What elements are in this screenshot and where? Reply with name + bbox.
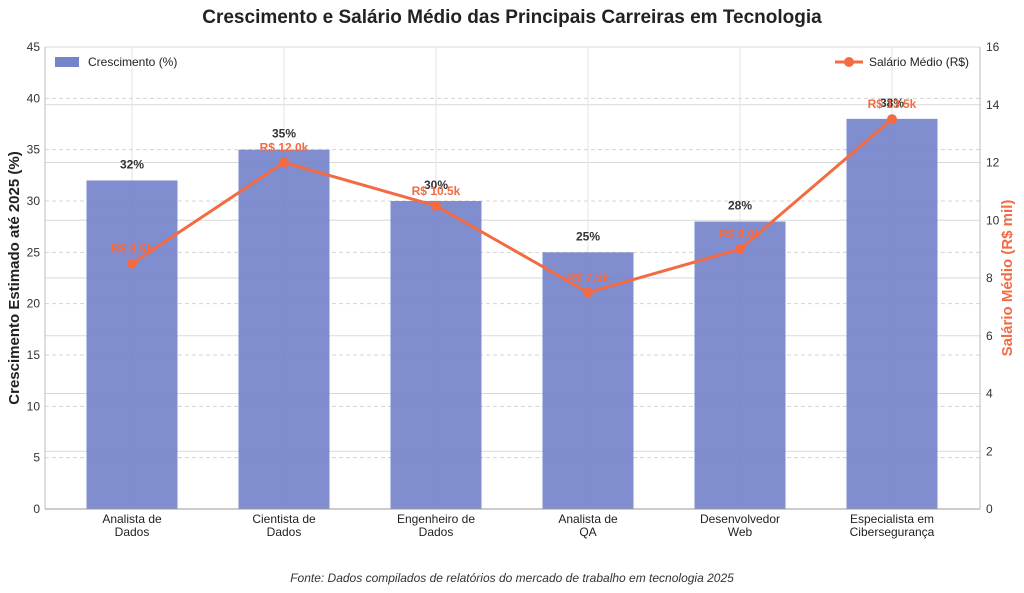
y-tick-left: 10 [27,399,41,413]
x-tick-label: Web [728,525,753,539]
bar-label-growth: 32% [120,157,144,171]
legend-growth: Crescimento (%) [55,55,177,69]
y-tick-right: 8 [986,271,993,285]
bars [86,118,938,510]
salary-point [279,157,289,168]
source-note: Fonte: Dados compilados de relatórios do… [290,571,734,585]
x-tick-label: Especialista em [850,512,934,526]
bar-growth [694,221,786,510]
y-tick-right: 12 [986,156,1000,170]
legend-salary: Salário Médio (R$) [835,55,969,69]
salary-label: R$ 7.5k [567,270,609,284]
y-tick-left: 15 [27,348,41,362]
bar-growth [86,180,178,509]
y-tick-left: 35 [27,143,41,157]
y-tick-left: 30 [27,194,41,208]
bar-growth [238,149,330,509]
data-labels: 32% 35% 30% 25% 28% 38% R$ 8.5k R$ 12.0k R$ 10.5… [111,96,917,285]
bar-label-growth: 30% [424,178,448,192]
y-axis-label-right: Salário Médio (R$ mil) [999,200,1016,357]
y-tick-right: 6 [986,329,993,343]
salary-label: R$ 9.0k [719,227,761,241]
salary-label: R$ 10.5k [412,184,461,198]
y-tick-right: 4 [986,387,993,401]
salary-label: R$ 8.5k [111,242,153,256]
x-tick-label: Cientista de [252,512,316,526]
bar-label-growth: 35% [272,127,296,141]
x-tick-label: QA [579,525,596,539]
x-tick-label: Cibersegurança [850,525,935,539]
y-tick-left: 5 [33,451,40,465]
salary-point [431,200,441,211]
legend-swatch-growth [55,57,79,67]
salary-point [127,258,137,269]
legend-label-salary: Salário Médio (R$) [869,55,969,69]
y-tick-right: 10 [986,213,1000,227]
salary-polyline [131,118,893,294]
x-tick-label: Dados [115,525,150,539]
x-tick-label: Dados [267,525,302,539]
legend-label-growth: Crescimento (%) [88,55,177,69]
y-tick-left: 25 [27,245,41,259]
salary-label: R$ 12.0k [260,141,309,155]
y-tick-right: 0 [986,502,993,516]
bar-label-growth: 38% [880,96,904,110]
grid [45,46,980,509]
x-tick-label: Analista de [102,512,162,526]
bar-growth [846,118,938,509]
y-tick-left: 0 [33,502,40,516]
bar-growth [390,201,482,509]
salary-point [887,114,897,125]
chart-title: Crescimento e Salário Médio das Principa… [202,7,822,28]
x-tick-label: Analista de [558,512,618,526]
y-tick-left: 40 [27,91,41,105]
bar-label-growth: 28% [728,199,752,213]
y-tick-right: 14 [986,98,1000,112]
salary-point [583,287,593,298]
x-tick-label: Desenvolvedor [700,512,780,526]
x-tick-label: Engenheiro de [397,512,475,526]
y-tick-left: 20 [27,297,41,311]
legend-marker-salary [844,57,854,67]
y-axis-label-left: Crescimento Estimado até 2025 (%) [6,151,23,404]
axes: 0 5 10 15 20 25 30 35 40 45 0 2 4 6 8 10 12 14 16 Analista … [27,40,1000,539]
bar-label-growth: 25% [576,229,600,243]
y-tick-right: 16 [986,40,1000,54]
salary-line [127,114,897,298]
x-tick-label: Dados [419,525,454,539]
y-tick-left: 45 [27,40,41,54]
y-tick-right: 2 [986,444,993,458]
salary-point [735,244,745,255]
salary-label: R$ 13.5k [868,97,917,111]
